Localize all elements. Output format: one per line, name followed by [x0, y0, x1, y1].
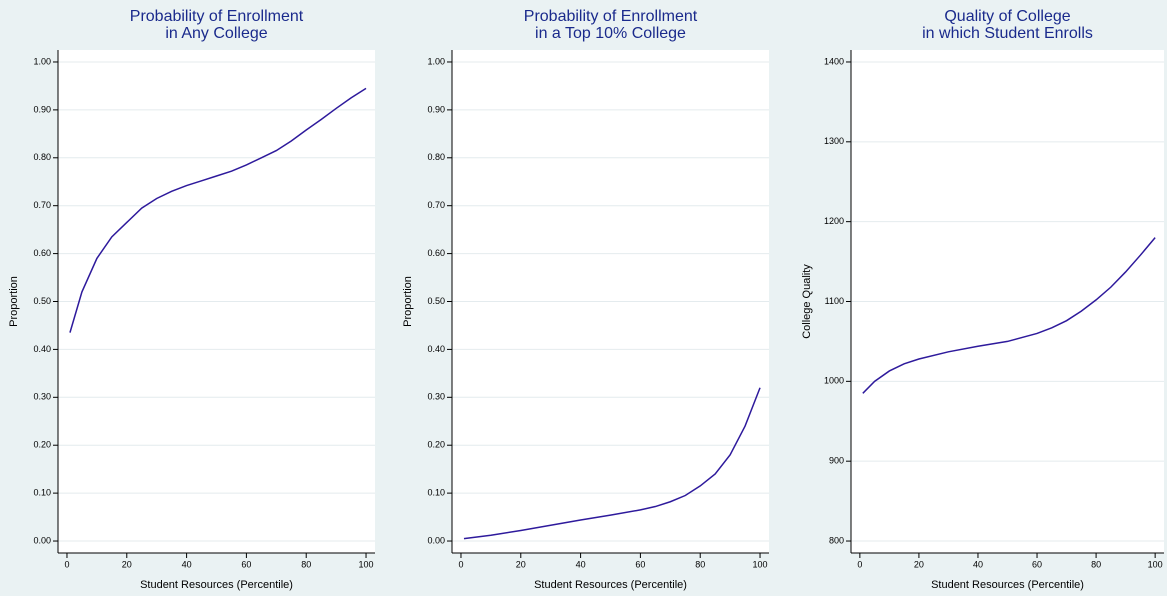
- chart-title: in which Student Enrolls: [922, 25, 1093, 42]
- y-tick-label: 0.30: [427, 392, 445, 402]
- y-tick-label: 0.50: [33, 296, 51, 306]
- x-tick-label: 60: [1032, 559, 1042, 569]
- y-tick-label: 0.40: [33, 344, 51, 354]
- y-tick-label: 0.90: [427, 104, 445, 114]
- data-line: [69, 87, 367, 333]
- x-tick-label: 40: [576, 559, 586, 569]
- y-tick-label: 0.10: [427, 487, 445, 497]
- y-tick-label: 0.30: [33, 392, 51, 402]
- y-tick-label: 0.70: [427, 200, 445, 210]
- y-tick-label: 0.00: [427, 535, 445, 545]
- y-tick-label: 1200: [824, 216, 844, 226]
- y-tick-label: 1400: [824, 56, 844, 66]
- x-tick-label: 80: [1091, 559, 1101, 569]
- y-axis-label: Proportion: [402, 276, 414, 327]
- x-tick-label: 20: [122, 559, 132, 569]
- y-tick-label: 0.80: [33, 152, 51, 162]
- x-tick-label: 0: [64, 559, 69, 569]
- y-tick-label: 0.40: [427, 344, 445, 354]
- x-tick-label: 0: [857, 559, 862, 569]
- chart-title: Probability of Enrollment: [130, 8, 304, 25]
- x-tick-label: 20: [914, 559, 924, 569]
- chart-title: Probability of Enrollment: [524, 8, 698, 25]
- y-tick-label: 1100: [825, 296, 844, 306]
- x-tick-label: 80: [301, 559, 311, 569]
- y-tick-label: 0.20: [427, 440, 445, 450]
- x-axis-label: Student Resources (Percentile): [140, 579, 293, 591]
- y-tick-label: 800: [829, 535, 844, 545]
- x-tick-label: 20: [516, 559, 526, 569]
- data-line: [463, 387, 761, 540]
- y-axis-label: Proportion: [8, 276, 20, 327]
- y-tick-label: 0.70: [33, 200, 51, 210]
- y-tick-label: 0.90: [33, 104, 51, 114]
- x-tick-label: 100: [753, 559, 768, 569]
- y-tick-label: 1.00: [427, 56, 445, 66]
- y-tick-label: 0.60: [33, 248, 51, 258]
- y-tick-label: 1000: [824, 376, 844, 386]
- y-tick-label: 0.80: [427, 152, 445, 162]
- y-tick-label: 0.20: [33, 440, 51, 450]
- x-tick-label: 60: [241, 559, 251, 569]
- x-tick-label: 80: [695, 559, 705, 569]
- y-tick-label: 1300: [824, 136, 844, 146]
- x-tick-label: 60: [635, 559, 645, 569]
- x-tick-label: 0: [458, 559, 463, 569]
- x-tick-label: 100: [1148, 559, 1163, 569]
- x-tick-label: 100: [359, 559, 374, 569]
- chart-title: in a Top 10% College: [535, 25, 686, 42]
- y-tick-label: 0.10: [33, 487, 51, 497]
- y-tick-label: 0.00: [33, 535, 51, 545]
- x-tick-label: 40: [182, 559, 192, 569]
- chart-title: in Any College: [165, 25, 267, 42]
- chart-title: Quality of College: [944, 8, 1070, 25]
- y-tick-label: 1.00: [33, 56, 51, 66]
- x-tick-label: 40: [973, 559, 983, 569]
- y-tick-label: 900: [829, 456, 844, 466]
- x-axis-label: Student Resources (Percentile): [534, 579, 687, 591]
- data-line: [862, 237, 1156, 394]
- y-axis-label: College Quality: [801, 264, 813, 339]
- y-tick-label: 0.60: [427, 248, 445, 258]
- x-axis-label: Student Resources (Percentile): [931, 579, 1084, 591]
- y-tick-label: 0.50: [427, 296, 445, 306]
